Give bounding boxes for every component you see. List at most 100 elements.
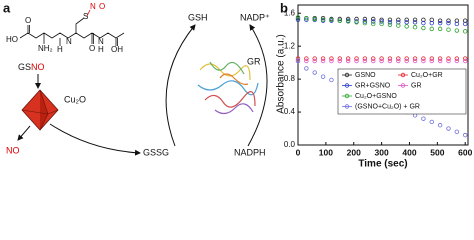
x-tick-label: 0 [296, 147, 301, 157]
marker [329, 17, 334, 23]
marker [362, 56, 368, 61]
marker [429, 119, 434, 125]
atom-label: O [99, 2, 105, 11]
marker [404, 20, 409, 25]
marker [304, 58, 309, 64]
marker [437, 26, 443, 32]
y-axis-label: Absorbance (a.u.) [276, 34, 287, 114]
legend-label: Cu₂O+GR [411, 72, 443, 79]
marker [404, 56, 409, 61]
x-tick-label: 300 [375, 147, 389, 157]
marker [312, 56, 317, 61]
marker [371, 16, 376, 22]
marker [396, 58, 401, 64]
legend-swatch [344, 83, 350, 88]
marker [421, 56, 426, 61]
nadp-label: NADP⁺ [240, 12, 270, 22]
marker [371, 19, 376, 24]
marker [429, 56, 434, 61]
y-tick-label: 1.6 [284, 8, 296, 17]
legend-label: GSNO [355, 72, 376, 79]
marker [446, 56, 451, 61]
x-tick-label: 100 [319, 147, 333, 157]
marker [320, 17, 326, 23]
marker [345, 58, 351, 64]
page: a HO O NH₂ H N S N O O N H OH GSNO Cu₂O … [3, 0, 473, 170]
atom-label: N [98, 37, 104, 46]
x-tick-label: 500 [430, 147, 444, 157]
marker [345, 16, 351, 22]
marker [454, 58, 460, 64]
marker [329, 58, 334, 64]
marker [454, 129, 460, 135]
panel-label: b [280, 0, 288, 15]
marker [396, 23, 401, 28]
atom-label: H [57, 45, 63, 54]
marker [362, 19, 368, 24]
y-tick-label: 0.4 [284, 107, 296, 116]
marker [412, 58, 418, 64]
marker [437, 123, 443, 128]
marker [463, 132, 468, 138]
marker [312, 58, 317, 64]
legend-label: GR [411, 82, 422, 89]
marker [387, 56, 393, 61]
marker [437, 56, 443, 61]
x-tick-label: 600 [458, 147, 472, 157]
marker [371, 58, 376, 64]
atom-label: O [25, 16, 31, 25]
marker [387, 20, 393, 25]
marker [437, 20, 443, 26]
marker [463, 21, 468, 27]
marker [304, 56, 309, 61]
marker [454, 28, 460, 33]
no-label: NO [6, 145, 20, 155]
marker [295, 56, 301, 61]
marker [329, 56, 334, 61]
marker [387, 22, 393, 27]
marker [320, 74, 326, 79]
marker [454, 21, 460, 27]
x-tick-label: 400 [402, 147, 416, 157]
atom-label: OH [111, 45, 123, 54]
atom-label: HO [6, 35, 18, 44]
marker [354, 20, 359, 25]
marker [421, 20, 426, 26]
marker [354, 58, 359, 64]
y-tick-label: 1.2 [284, 41, 296, 50]
nadph-label: NADPH [234, 147, 266, 157]
protein [197, 61, 259, 115]
marker [429, 26, 434, 32]
marker [463, 56, 468, 61]
marker [304, 15, 309, 21]
marker [446, 126, 451, 131]
marker [379, 17, 384, 23]
marker [320, 56, 326, 61]
marker [320, 58, 326, 64]
legend-label: GR+GSNO [355, 82, 391, 89]
marker [412, 17, 418, 23]
atom-label: S [83, 12, 88, 21]
marker [421, 58, 426, 64]
legend-label: (GSNO+Cu₂O) + GR [355, 103, 420, 110]
atom-label: H [98, 45, 104, 54]
catalyst-label: Cu₂O [64, 94, 86, 104]
marker [446, 18, 451, 23]
marker [312, 16, 317, 22]
panel-label: a [3, 0, 11, 15]
marker [437, 58, 443, 64]
marker [345, 19, 351, 24]
octahedron [21, 89, 59, 131]
legend-swatch [400, 83, 406, 88]
marker [387, 58, 393, 64]
marker [412, 20, 418, 25]
marker [379, 58, 384, 64]
legend-swatch [344, 72, 350, 78]
marker [379, 56, 384, 61]
x-tick-label: 200 [347, 147, 361, 157]
marker [429, 20, 434, 26]
marker [337, 18, 343, 23]
marker [421, 25, 426, 31]
gssg-label: GSSG [143, 147, 169, 157]
marker [295, 17, 301, 23]
